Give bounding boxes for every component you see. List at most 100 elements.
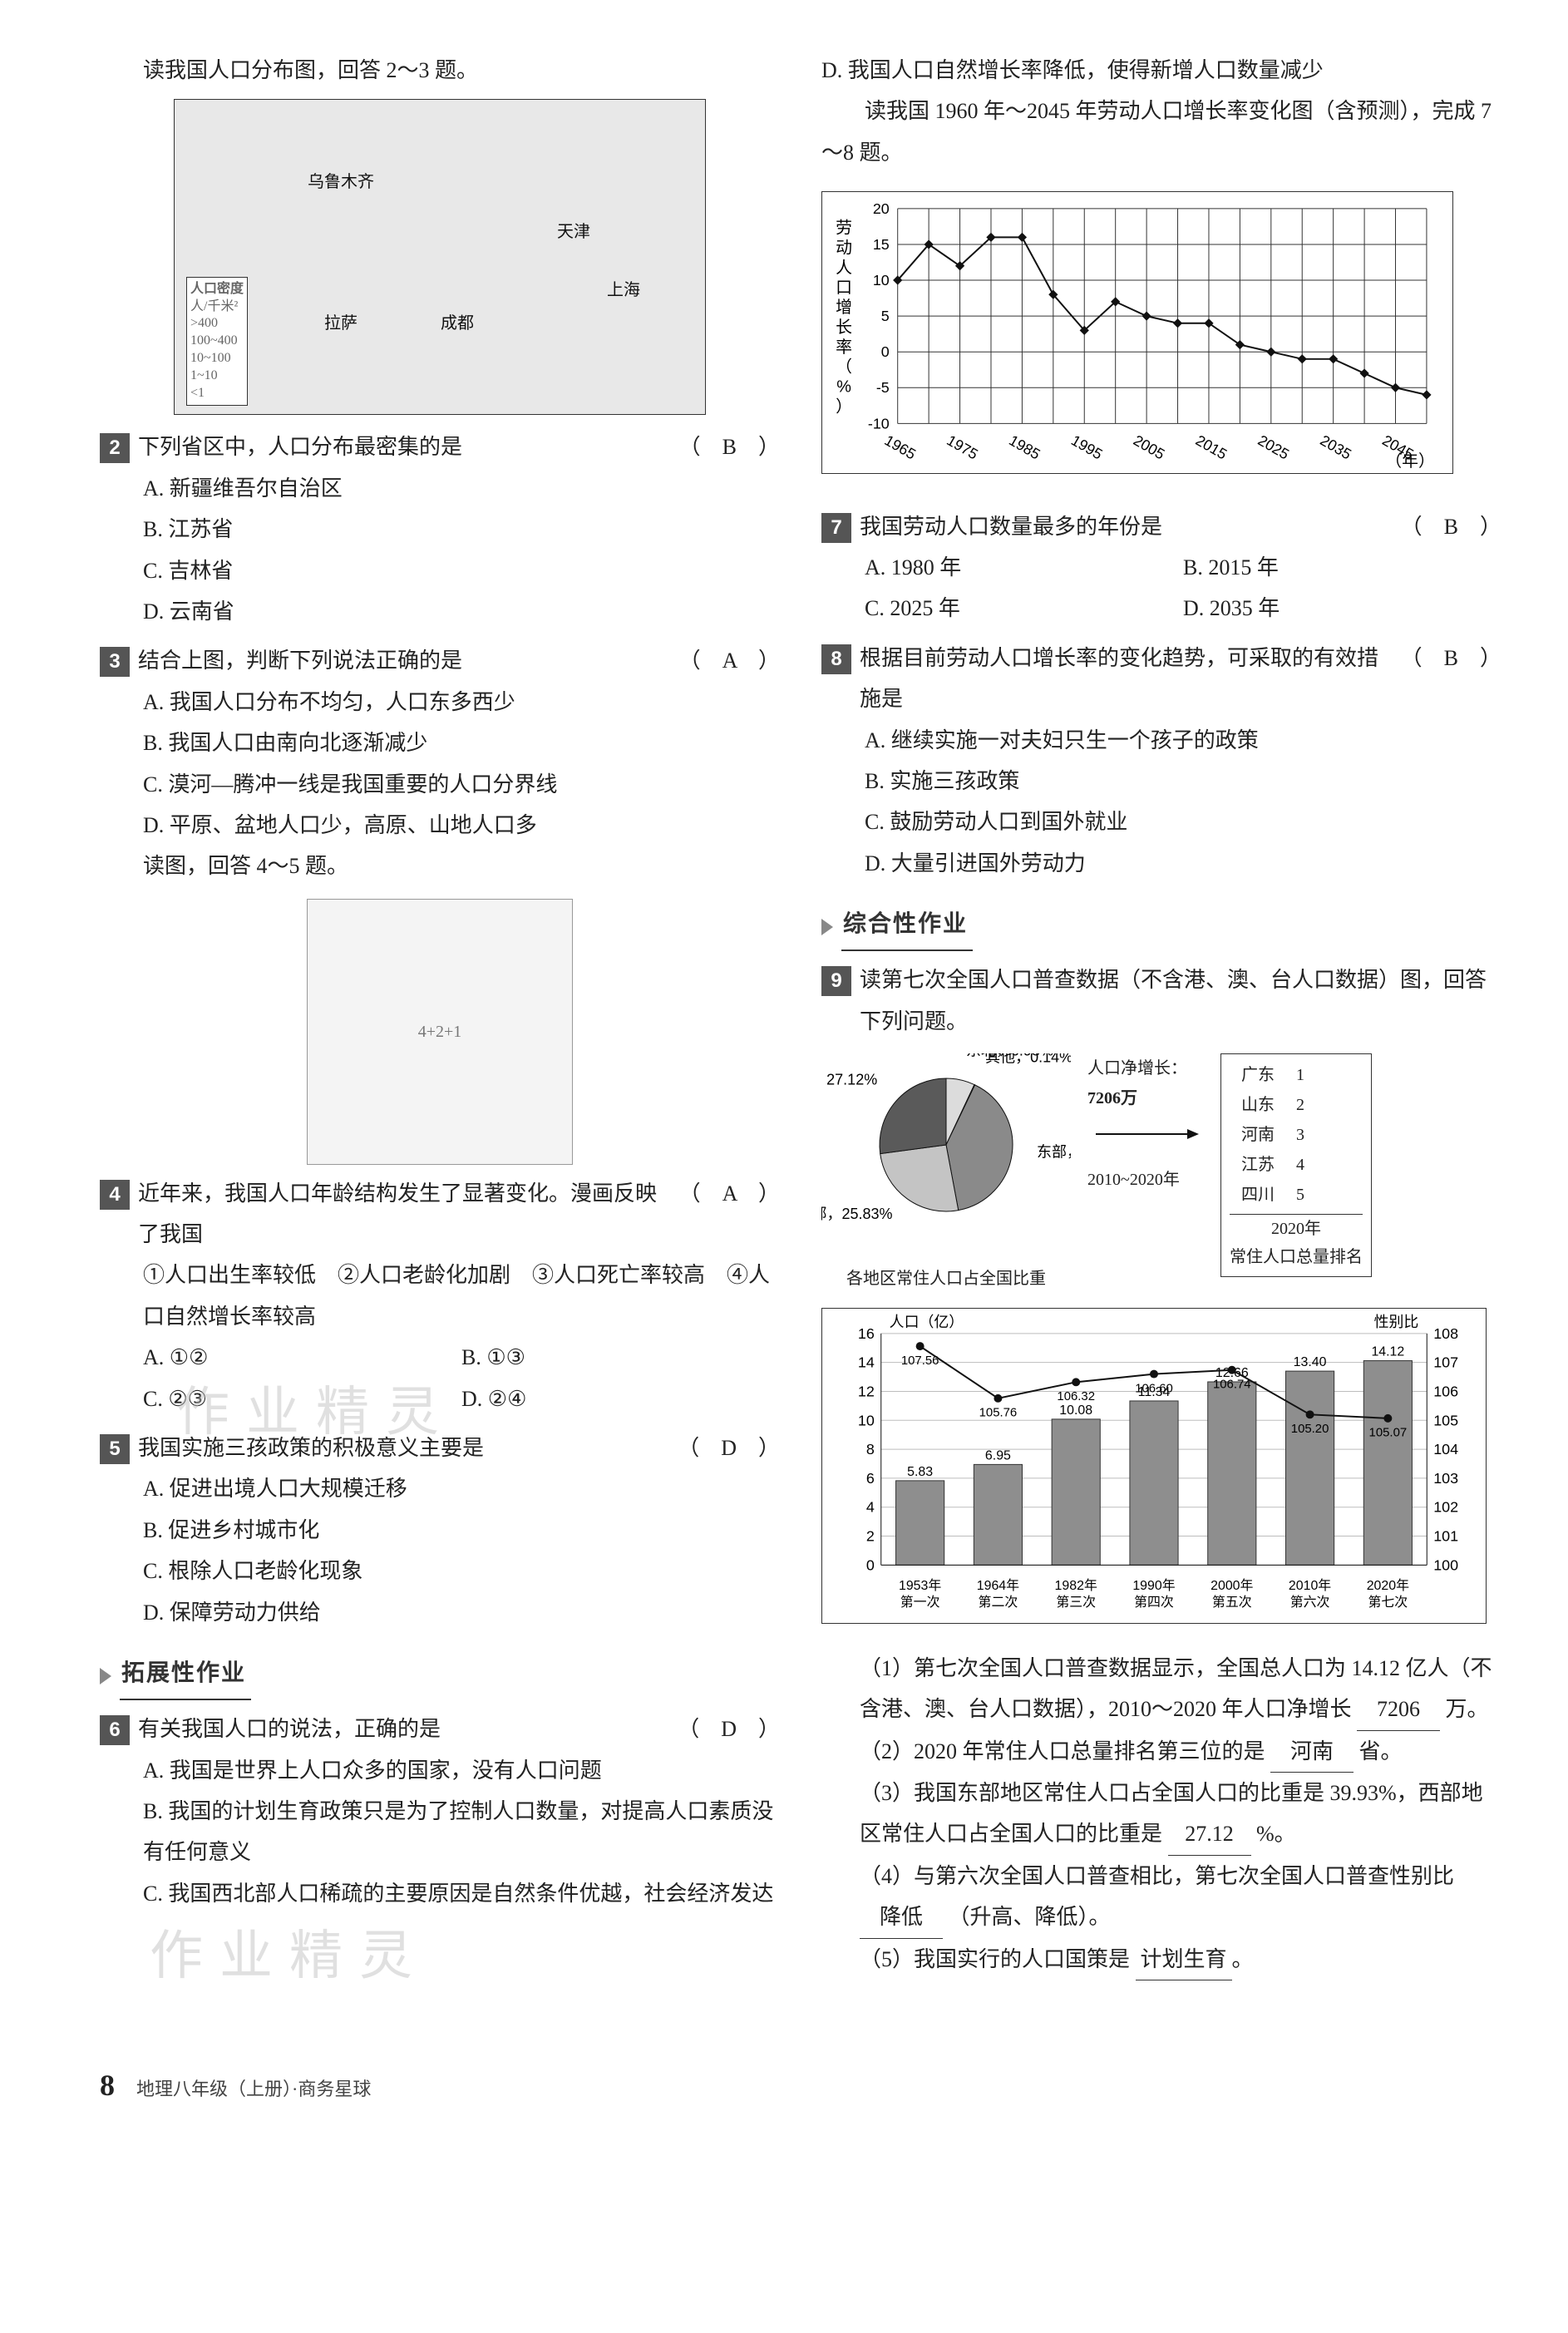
svg-text:第四次: 第四次: [1134, 1596, 1174, 1610]
labor-growth-chart: -10-505101520196519751985199520052015202…: [821, 191, 1453, 474]
svg-text:106.32: 106.32: [1057, 1390, 1095, 1404]
svg-text:6.95: 6.95: [985, 1449, 1011, 1463]
opt-7A: A. 1980 年: [865, 547, 1183, 588]
svg-text:1965: 1965: [881, 432, 918, 463]
svg-text:2035: 2035: [1317, 432, 1354, 463]
intro-q7-8: 读我国 1960 年～2045 年劳动人口增长率变化图（含预测），完成 7～8 …: [821, 91, 1501, 173]
opt-5A: A. 促进出境人口大规模迁移: [143, 1468, 780, 1509]
answer-7: （ B ）: [1388, 506, 1501, 547]
svg-text:6: 6: [866, 1470, 875, 1487]
fill-4: 降低: [860, 1896, 943, 1938]
question-2: 2 下列省区中，人口分布最密集的是 （ B ） A. 新疆维吾尔自治区 B. 江…: [100, 427, 780, 632]
svg-text:106.60: 106.60: [1135, 1382, 1173, 1396]
svg-text:108: 108: [1433, 1325, 1458, 1342]
answer-3: （ A ）: [666, 640, 780, 681]
q4-stems: ①人口出生率较低 ②人口老龄化加剧 ③人口死亡率较高 ④人口自然增长率较高: [143, 1255, 780, 1337]
svg-text:（: （: [836, 358, 852, 377]
svg-text:第三次: 第三次: [1056, 1596, 1096, 1610]
arrow-icon: [1087, 1113, 1204, 1155]
svg-text:5.83: 5.83: [907, 1465, 933, 1479]
opt-6B: B. 我国的计划生育政策只是为了控制人口数量，对提高人口素质没有任何意义: [143, 1791, 780, 1873]
svg-text:增: 增: [836, 298, 852, 317]
opt-3C: C. 漠河—腾冲一线是我国重要的人口分界线: [143, 764, 780, 805]
svg-text:2015: 2015: [1193, 432, 1230, 463]
svg-text:率: 率: [836, 338, 852, 357]
svg-text:其他，0.14%: 其他，0.14%: [985, 1053, 1071, 1066]
svg-text:102: 102: [1433, 1499, 1458, 1516]
intro-q4-5: 读图，回答 4～5 题。: [143, 846, 780, 886]
census-combo-chart: 0246810121416100101102103104105106107108…: [821, 1308, 1487, 1624]
question-5: 5 我国实施三孩政策的积极意义主要是 （ D ） A. 促进出境人口大规模迁移 …: [100, 1428, 780, 1633]
svg-text:人口（亿）: 人口（亿）: [890, 1314, 964, 1330]
opt-7D: D. 2035 年: [1183, 588, 1501, 629]
svg-text:10.08: 10.08: [1059, 1403, 1092, 1418]
rank-table: 广东1山东2河南3江苏4四川5 2020年 常住人口总量排名: [1220, 1053, 1372, 1277]
svg-text:14: 14: [858, 1354, 875, 1371]
question-6: 6 有关我国人口的说法，正确的是 （ D ） A. 我国是世界上人口众多的国家，…: [100, 1709, 780, 1914]
opt-5B: B. 促进乡村城市化: [143, 1510, 780, 1551]
svg-text:1982年: 1982年: [1055, 1579, 1097, 1594]
opt-8A: A. 继续实施一对夫妇只生一个孩子的政策: [865, 720, 1501, 761]
answer-8: （ B ）: [1388, 638, 1501, 678]
svg-text:第六次: 第六次: [1290, 1596, 1330, 1610]
svg-text:%: %: [836, 378, 851, 397]
svg-text:106.74: 106.74: [1213, 1378, 1251, 1392]
qnum-2: 2: [100, 433, 130, 463]
svg-text:100: 100: [1433, 1557, 1458, 1574]
svg-text:5: 5: [881, 308, 890, 324]
svg-text:15: 15: [873, 236, 890, 253]
svg-text:10: 10: [873, 272, 890, 289]
svg-text:105.76: 105.76: [979, 1406, 1018, 1420]
svg-text:1985: 1985: [1006, 432, 1043, 463]
watermark: 作业精灵: [150, 1906, 780, 2007]
opt-3D: D. 平原、盆地人口少，高原、山地人口多: [143, 805, 780, 846]
question-7: 7 我国劳动人口数量最多的年份是 （ B ） A. 1980 年 B. 2015…: [821, 506, 1501, 629]
svg-text:107: 107: [1433, 1354, 1458, 1371]
qnum-9: 9: [821, 966, 851, 996]
census-infographic: 东北，6.98%其他，0.14%东部，39.93%中部，25.83%西部，27.…: [821, 1053, 1501, 1295]
svg-text:105.07: 105.07: [1369, 1426, 1408, 1440]
opt-5C: C. 根除人口老龄化现象: [143, 1551, 780, 1591]
svg-text:第二次: 第二次: [979, 1596, 1018, 1610]
svg-text:2005: 2005: [1131, 432, 1167, 463]
question-3: 3 结合上图，判断下列说法正确的是 （ A ） A. 我国人口分布不均匀，人口东…: [100, 640, 780, 886]
fill-3: 27.12: [1168, 1813, 1251, 1855]
svg-text:2020年: 2020年: [1367, 1579, 1409, 1594]
svg-text:）: ）: [836, 398, 852, 417]
page-number: 8: [100, 2057, 115, 2114]
svg-text:0: 0: [866, 1557, 875, 1574]
svg-text:16: 16: [858, 1325, 875, 1342]
svg-text:103: 103: [1433, 1470, 1458, 1487]
cartoon-421: 4+2+1: [307, 899, 573, 1165]
svg-text:口: 口: [836, 279, 852, 297]
svg-text:第一次: 第一次: [900, 1596, 940, 1610]
svg-text:0: 0: [881, 343, 890, 360]
svg-text:106: 106: [1433, 1384, 1458, 1400]
left-column: 读我国人口分布图，回答 2～3 题。 人口密度 人/千米² >400 100~4…: [100, 50, 780, 2007]
svg-text:中部，25.83%: 中部，25.83%: [821, 1206, 893, 1222]
region-pie-chart: 东北，6.98%其他，0.14%东部，39.93%中部，25.83%西部，27.…: [821, 1053, 1071, 1245]
svg-text:1975: 1975: [944, 432, 980, 463]
footer-title: 地理八年级（上册）·商务星球: [136, 2072, 371, 2107]
answer-6: （ D ）: [664, 1709, 780, 1749]
opt-8C: C. 鼓励劳动人口到国外就业: [865, 802, 1501, 842]
opt-4A: A. ①②: [143, 1337, 461, 1378]
svg-text:104: 104: [1433, 1442, 1458, 1458]
svg-text:1995: 1995: [1068, 432, 1105, 463]
svg-text:（年）: （年）: [1385, 452, 1435, 471]
qnum-4: 4: [100, 1180, 130, 1210]
net-growth-label: 人口净增长： 7206万: [1087, 1053, 1204, 1113]
svg-text:2010年: 2010年: [1289, 1579, 1331, 1594]
svg-text:10: 10: [858, 1413, 875, 1429]
svg-text:2025: 2025: [1255, 432, 1292, 463]
qnum-5: 5: [100, 1434, 130, 1464]
opt-6A: A. 我国是世界上人口众多的国家，没有人口问题: [143, 1750, 780, 1791]
qnum-8: 8: [821, 644, 851, 674]
opt-8D: D. 大量引进国外劳动力: [865, 843, 1501, 884]
fill-1: 7206: [1357, 1689, 1440, 1730]
opt-3A: A. 我国人口分布不均匀，人口东多西少: [143, 682, 780, 723]
qnum-7: 7: [821, 513, 851, 543]
opt-4B: B. ①③: [461, 1337, 780, 1378]
svg-text:2: 2: [866, 1528, 875, 1545]
svg-text:105.20: 105.20: [1291, 1423, 1329, 1437]
